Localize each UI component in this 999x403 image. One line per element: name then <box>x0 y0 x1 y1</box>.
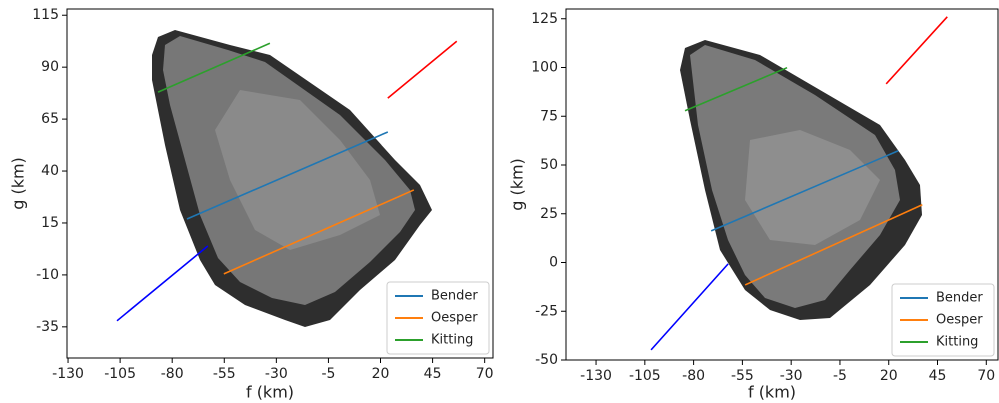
x-axis-label: f (km) <box>246 383 294 402</box>
x-tick-label: -30 <box>265 366 288 382</box>
legend-label: Bender <box>431 289 478 304</box>
x-tick-label: 20 <box>880 368 898 384</box>
x-tick-label: -5 <box>833 368 847 384</box>
x-tick-label: -80 <box>161 366 184 382</box>
legend: Bender Oesper Kitting <box>891 283 995 357</box>
y-tick-label: 125 <box>531 11 558 27</box>
x-tick-label: 20 <box>372 366 390 382</box>
chord-line <box>387 40 458 99</box>
x-tick-label: -105 <box>629 368 661 384</box>
chord-line <box>157 42 271 93</box>
y-axis-label: g (km) <box>9 157 28 210</box>
y-tick-label: 75 <box>540 108 558 124</box>
x-tick-label: -80 <box>682 368 705 384</box>
chord-line <box>116 245 209 322</box>
x-tick-label: 70 <box>977 368 995 384</box>
chord-line <box>186 131 389 220</box>
y-tick-label: -50 <box>535 352 558 368</box>
y-axis-label: g (km) <box>508 158 527 211</box>
chord-line <box>684 66 788 112</box>
asteroid-shape <box>152 30 922 327</box>
y-tick-label: 115 <box>32 7 59 23</box>
x-tick-label: -130 <box>52 366 84 382</box>
x-tick-label: 45 <box>424 366 442 382</box>
chord-line <box>223 189 415 275</box>
y-tick-label: 15 <box>41 215 59 231</box>
chord-line <box>710 150 899 232</box>
chord-line <box>650 263 729 351</box>
legend-box <box>386 281 490 355</box>
x-tick-label: 70 <box>476 366 494 382</box>
x-tick-label: -55 <box>731 368 754 384</box>
x-tick-label: -30 <box>780 368 803 384</box>
y-tick-label: -10 <box>36 267 59 283</box>
x-tick-label: 45 <box>929 368 947 384</box>
x-axis-label: f (km) <box>748 383 796 402</box>
y-tick-label: 0 <box>549 255 558 271</box>
legend-label: Kitting <box>936 335 978 350</box>
legend: Bender Oesper Kitting <box>386 281 490 355</box>
y-tick-label: -35 <box>36 319 59 335</box>
x-tick-label: -130 <box>580 368 612 384</box>
x-tick-label: -105 <box>104 366 136 382</box>
y-tick-label: 25 <box>540 206 558 222</box>
x-tick-label: -5 <box>321 366 335 382</box>
plot-frame <box>565 8 999 361</box>
chord-line <box>885 16 948 85</box>
plot-frame <box>66 8 494 359</box>
y-tick-label: 90 <box>41 59 59 75</box>
x-tick-label: -55 <box>213 366 236 382</box>
legend-label: Oesper <box>431 311 478 326</box>
legend-label: Bender <box>936 291 983 306</box>
legend-label: Kitting <box>431 333 473 348</box>
y-tick-label: 50 <box>540 157 558 173</box>
y-tick-label: -25 <box>535 303 558 319</box>
chord-line <box>744 204 923 286</box>
legend-label: Oesper <box>936 313 983 328</box>
legend-box <box>891 283 995 357</box>
y-tick-label: 40 <box>41 163 59 179</box>
y-tick-label: 100 <box>531 60 558 76</box>
y-tick-label: 65 <box>41 111 59 127</box>
